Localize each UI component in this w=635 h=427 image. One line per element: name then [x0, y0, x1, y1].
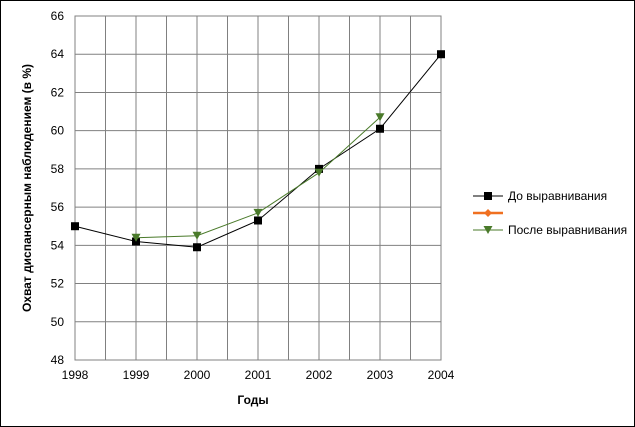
x-axis: 1998 1999 2000 2001 2002 2003 2004 [62, 368, 455, 382]
data-point [375, 113, 385, 122]
data-point [376, 124, 384, 133]
data-point [71, 222, 79, 231]
series-2 [131, 113, 385, 242]
x-tick-label: 1999 [123, 368, 150, 382]
x-tick-label: 2003 [367, 368, 394, 382]
x-tick-label: 2000 [184, 368, 211, 382]
y-tick-label: 52 [51, 277, 65, 291]
data-point [254, 216, 262, 225]
data-point [131, 233, 141, 242]
legend-label: До выравнивания [508, 189, 607, 203]
y-tick-label: 60 [51, 124, 65, 138]
y-tick-label: 62 [51, 85, 65, 99]
data-point [253, 208, 263, 217]
data-point [192, 231, 202, 240]
y-tick-label: 64 [51, 47, 65, 61]
y-tick-label: 56 [51, 200, 65, 214]
legend-item [473, 209, 503, 217]
data-point [314, 168, 324, 177]
y-tick-label: 58 [51, 162, 65, 176]
y-tick-label: 54 [51, 238, 65, 252]
x-tick-label: 2002 [306, 368, 333, 382]
data-point [484, 209, 492, 217]
y-tick-label: 66 [51, 9, 65, 23]
y-tick-label: 48 [51, 353, 65, 367]
y-axis-title: Охват диспансерным наблюдением (в %) [20, 64, 34, 312]
data-point [437, 50, 445, 59]
legend-item: После выравнивания [473, 223, 627, 237]
series-layer [71, 50, 445, 252]
plot-area [74, 15, 442, 361]
plot-border [74, 15, 442, 361]
x-tick-label: 1998 [62, 368, 89, 382]
x-tick-label: 2001 [245, 368, 272, 382]
y-tick-label: 50 [51, 315, 65, 329]
x-tick-label: 2004 [428, 368, 455, 382]
y-axis: 48 50 52 54 56 58 60 62 64 66 [51, 9, 65, 367]
x-axis-title: Годы [237, 393, 268, 407]
data-point [484, 192, 492, 200]
data-point [193, 243, 201, 252]
legend-label: После выравнивания [508, 223, 627, 237]
legend-item: До выравнивания [473, 189, 607, 203]
grid [74, 15, 442, 361]
legend: До выравнивания После выравнивания [473, 189, 627, 237]
data-point [483, 226, 493, 234]
